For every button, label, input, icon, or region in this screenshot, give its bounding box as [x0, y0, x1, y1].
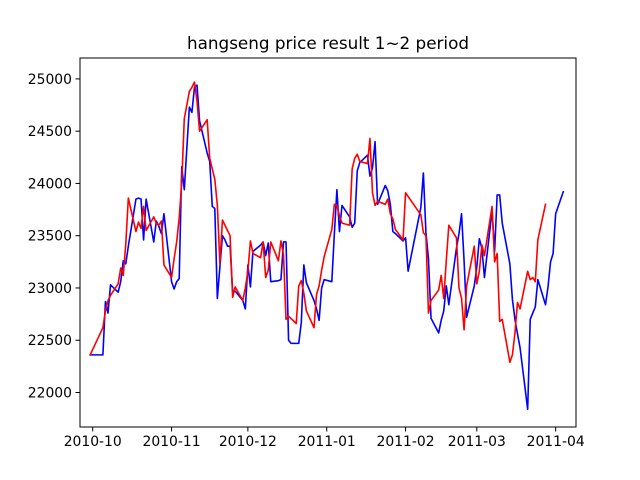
- x-tick-label: 2011-04: [527, 434, 585, 450]
- series-line-2: [89, 81, 547, 363]
- x-tick-label: 2011-01: [298, 434, 356, 450]
- y-tick-label: 22500: [28, 333, 72, 349]
- series-line-1: [89, 84, 565, 411]
- y-tick-label: 25000: [28, 72, 72, 88]
- x-tick-label: 2011-02: [377, 434, 435, 450]
- chart-title: hangseng price result 1~2 period: [187, 33, 469, 53]
- x-tick-label: 2011-03: [448, 434, 506, 450]
- y-tick-label: 23000: [28, 281, 72, 297]
- y-tick-label: 22000: [28, 386, 72, 402]
- y-tick-label: 24000: [28, 176, 72, 192]
- x-tick-label: 2010-12: [219, 434, 277, 450]
- y-tick-label: 23500: [28, 229, 72, 245]
- y-tick-label: 24500: [28, 124, 72, 140]
- x-tick-label: 2010-10: [64, 434, 122, 450]
- x-axis: 2010-10 2010-11 2010-12 2011-01 2011-02 2011-…: [64, 427, 585, 450]
- plot-area-frame: [79, 57, 577, 428]
- x-tick-label: 2010-11: [143, 434, 201, 450]
- series-layer: [89, 81, 565, 411]
- y-axis: 22000 22500 23000 23500 24000 24500 25000: [28, 72, 80, 402]
